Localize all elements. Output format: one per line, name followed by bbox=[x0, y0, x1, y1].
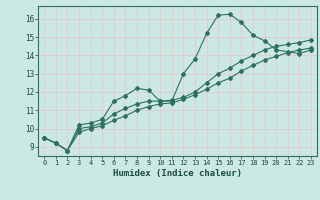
X-axis label: Humidex (Indice chaleur): Humidex (Indice chaleur) bbox=[113, 169, 242, 178]
